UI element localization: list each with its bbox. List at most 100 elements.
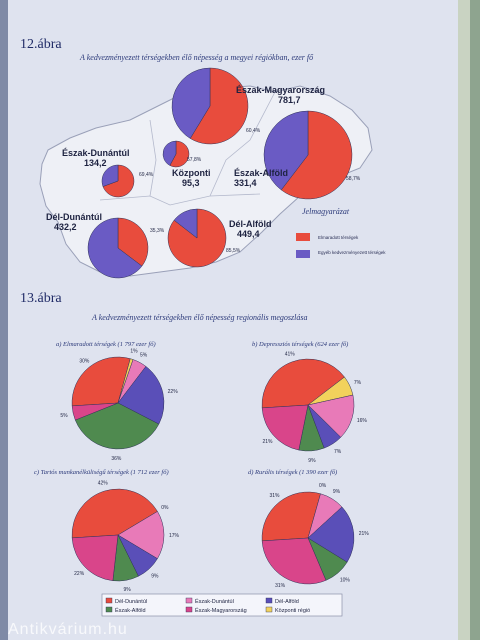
region-border — [99, 193, 261, 206]
map-pie-slice-elmaradott — [117, 217, 149, 267]
fig12-subtitle: A kedvezményezett térségekben élő népess… — [79, 53, 314, 62]
region-pie-pct-label: 21% — [263, 439, 274, 445]
region-pie-pct-label: 0% — [319, 483, 327, 489]
fig13-label: 13.ábra — [20, 291, 62, 306]
region-pie-pct-label: 1% — [130, 348, 138, 354]
region-pie-slice — [117, 511, 165, 559]
region-pie-pct-label: 9% — [308, 458, 316, 464]
map-pie-slice-egyeb — [101, 164, 119, 187]
region-pie-pct-label: 5% — [60, 413, 68, 419]
bottom-legend-swatch — [105, 597, 113, 604]
bottom-legend-swatch — [185, 606, 193, 613]
region-pie-pct-label: 22% — [74, 571, 85, 577]
region-pie-pct-label: 22% — [168, 389, 179, 395]
region-value-eszak-magyarorszag: 781,7 — [278, 95, 301, 105]
bottom-legend-label: Észak-Magyarország — [195, 607, 247, 614]
legend-swatch-egyeb — [296, 250, 310, 258]
legend-swatch-elmaradott — [296, 233, 310, 241]
region-pie-slice — [71, 488, 158, 539]
bottom-legend-label: Központi régió — [275, 608, 310, 614]
region-name-eszak-alfold: Észak-Alföld — [234, 168, 288, 178]
bottom-legend-box — [101, 593, 343, 617]
region-pie-slice — [71, 402, 119, 421]
watermark-text: Antikvárium.hu — [8, 621, 128, 638]
region-pie-slice — [261, 537, 327, 585]
region-pie-pct-label: 0% — [161, 505, 169, 511]
map-pie-slice-egyeb — [171, 67, 211, 139]
map-pie-slice-egyeb — [162, 140, 177, 166]
fig12-label: 12.ábra — [20, 37, 62, 52]
region-value-del-alfold: 449,4 — [237, 229, 260, 239]
region-pie-slice — [71, 534, 119, 581]
region-pie-pct-label: 41% — [285, 351, 296, 357]
region-pie-pct-label: 9% — [333, 489, 341, 495]
bottom-legend-swatch — [105, 606, 113, 613]
map-legend-title: Jelmagyarázat — [302, 207, 350, 216]
region-pct-eszak-magyarorszag: 58,7% — [346, 176, 361, 182]
map-pie-slice-egyeb — [87, 217, 143, 279]
region-value-eszak-dunantul: 134,2 — [84, 158, 107, 168]
region-name-del-dunantul: Dél-Dunántúl — [46, 212, 102, 222]
map-pie-slice-elmaradott — [102, 164, 135, 198]
book-spine — [0, 0, 8, 640]
region-pie-slice — [261, 491, 321, 542]
region-pie-slice — [74, 402, 160, 450]
region-pct-kozponti: 57,8% — [187, 157, 202, 163]
region-pie-slice — [261, 358, 345, 409]
region-pct-eszak-magyarorszag-inner: 60,4% — [246, 128, 261, 134]
pie-c-title: c) Tartós munkanélküliségű térségek (1 7… — [34, 469, 169, 476]
legend-label-egyeb: Egyéb kedvezményezett térségek — [318, 250, 386, 255]
bottom-legend-label: Dél-Dunántúl — [115, 599, 147, 605]
region-pie-pct-label: 9% — [151, 573, 159, 579]
region-pie-pct-label: 9% — [124, 587, 132, 593]
region-pie-pct-label: 30% — [79, 358, 90, 364]
region-pie-pct-label: 36% — [111, 456, 122, 462]
map-pie-slice-elmaradott — [189, 67, 249, 145]
bottom-legend: Dél-Dunántúl Észak-Dunántúl Dél-Alföld Észa… — [105, 597, 310, 614]
region-pies: 30%1%5%22%36%5%41%7%16%7%9%21%42%0%17%9%… — [60, 348, 369, 593]
region-pie-pct-label: 7% — [334, 449, 342, 455]
book-cover-edge — [470, 0, 480, 640]
map-pie-slice-elmaradott — [169, 140, 190, 168]
pie-b-title: b) Depressziós térségek (624 ezer fő) — [252, 341, 348, 348]
region-pie-pct-label: 16% — [357, 418, 368, 424]
region-pct-del-dunantul: 35,3% — [150, 228, 165, 234]
region-pie-pct-label: 10% — [340, 578, 351, 584]
bottom-legend-label: Észak-Alföld — [115, 607, 146, 614]
region-name-eszak-dunantul: Észak-Dunántúl — [62, 148, 130, 158]
region-value-del-dunantul: 432,2 — [54, 222, 77, 232]
region-pie-slice — [261, 404, 309, 451]
bottom-legend-swatch — [185, 597, 193, 604]
region-pie-pct-label: 31% — [275, 583, 286, 589]
bottom-legend-label: Észak-Dunántúl — [195, 598, 234, 605]
region-pie-slice — [307, 394, 355, 438]
region-pct-del-alfold: 85,5% — [226, 248, 241, 254]
region-pie-pct-label: 5% — [140, 353, 148, 359]
region-value-kozponti: 95,3 — [182, 178, 200, 188]
region-pie-slice — [307, 506, 355, 563]
pie-a-title: a) Elmaradott térségek (1 797 ezer fő) — [56, 341, 156, 348]
map-pie-slice-egyeb — [173, 208, 198, 239]
map-pies — [87, 67, 353, 279]
region-pie-pct-label: 17% — [169, 533, 180, 539]
region-name-kozponti: Központi — [172, 168, 211, 178]
region-border — [209, 91, 276, 197]
region-pie-slice — [117, 366, 165, 425]
map-pie-slice-egyeb — [263, 110, 309, 191]
region-name-eszak-magyarorszag: Észak-Magyarország — [236, 85, 325, 95]
region-value-eszak-alfold: 331,4 — [234, 178, 257, 188]
region-border — [149, 119, 157, 197]
region-pct-eszak-dunantul: 69,4% — [139, 172, 154, 178]
bottom-legend-label: Dél-Alföld — [275, 599, 299, 605]
fig13-subtitle: A kedvezményezett térségekben élő népess… — [91, 313, 308, 322]
bottom-legend-swatch — [265, 597, 273, 604]
legend-label-elmaradott: Elmaradott térségek — [318, 235, 359, 240]
pie-d-title: d) Rurális térségek (1 390 ezer fő) — [248, 469, 337, 476]
region-pie-pct-label: 42% — [98, 480, 109, 486]
bottom-legend-swatch — [265, 606, 273, 613]
map-pie-slice-elmaradott — [280, 110, 353, 200]
region-pie-pct-label: 7% — [354, 380, 362, 386]
region-pie-pct-label: 31% — [269, 493, 280, 499]
region-name-del-alfold: Dél-Alföld — [229, 219, 272, 229]
